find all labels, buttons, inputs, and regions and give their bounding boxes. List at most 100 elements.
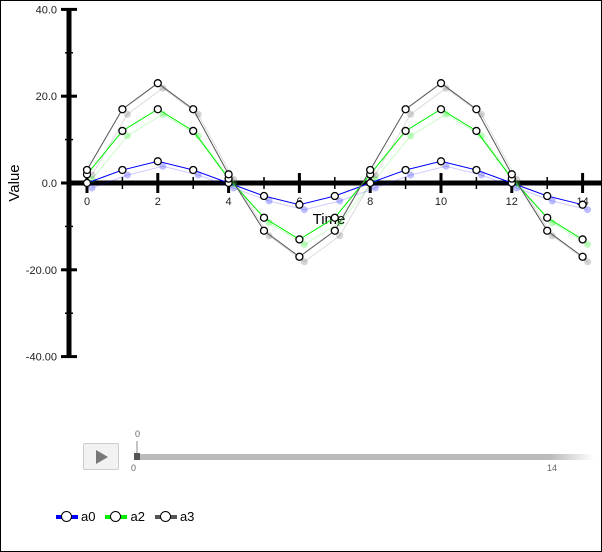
trail-point	[265, 219, 273, 227]
trail-point	[265, 232, 273, 240]
slider-min-label: 0	[131, 463, 137, 473]
data-point-a3	[472, 105, 481, 114]
trail-point	[159, 110, 167, 118]
data-point-a3	[189, 105, 198, 114]
legend-item-a2[interactable]: a2	[105, 509, 145, 524]
data-point-a0	[189, 165, 198, 175]
slider-max-label: 14	[547, 463, 558, 473]
trail-point	[336, 232, 344, 240]
data-point-a2	[472, 126, 481, 136]
legend-swatch-icon	[154, 510, 177, 523]
data-point-a0	[259, 191, 269, 201]
legend-item-a3[interactable]: a3	[154, 509, 195, 524]
trail-point	[265, 197, 273, 205]
trail-point	[584, 206, 592, 214]
trail-point	[88, 184, 96, 192]
trail-point	[194, 132, 202, 140]
x-tick-label: 12	[506, 196, 518, 208]
trail-point	[300, 206, 308, 214]
data-point-a0	[472, 165, 481, 175]
data-point-a0	[366, 178, 375, 188]
trail-point	[407, 132, 415, 140]
x-tick-label: 2	[155, 196, 161, 208]
data-point-a0	[330, 191, 339, 201]
trail-point	[407, 171, 415, 179]
x-tick-label: 0	[84, 196, 90, 208]
y-tick-label: 40.0	[36, 4, 57, 16]
y-axis-label: Value	[6, 164, 23, 201]
data-point-a0	[118, 165, 127, 175]
trail-point	[159, 162, 167, 170]
data-point-a3	[259, 226, 269, 235]
data-point-a3	[543, 226, 552, 235]
time-slider-track[interactable]	[134, 454, 594, 460]
data-point-a2	[118, 126, 127, 136]
trail-point	[336, 197, 344, 205]
data-point-a0	[543, 191, 552, 201]
data-point-a0	[401, 165, 410, 175]
data-point-a3	[224, 170, 233, 179]
trail-point	[442, 84, 450, 92]
data-point-a0	[436, 157, 446, 166]
time-slider-thumb[interactable]	[134, 453, 140, 460]
trail-point	[548, 232, 556, 240]
data-point-a2	[153, 105, 162, 114]
trail-point	[442, 110, 450, 118]
trail-point	[584, 258, 592, 266]
trail-point	[584, 240, 592, 248]
x-tick-label: 10	[435, 196, 447, 208]
data-point-a3	[401, 105, 410, 114]
trail-point	[194, 171, 202, 179]
data-point-a0	[578, 200, 587, 209]
legend: a0 a2 a3	[56, 509, 194, 524]
slider-current-label: 0	[135, 429, 141, 439]
data-point-a3	[578, 252, 587, 261]
data-point-a3	[436, 79, 446, 88]
data-point-a2	[259, 213, 269, 222]
data-point-a3	[330, 226, 339, 235]
legend-label: a2	[130, 509, 145, 524]
play-button[interactable]	[83, 443, 119, 470]
trail-point	[123, 110, 131, 118]
x-tick-label: 4	[226, 196, 232, 208]
trail-point	[371, 184, 379, 192]
data-point-a3	[366, 165, 375, 175]
y-tick-label: 0.0	[42, 178, 57, 190]
trail-point	[123, 171, 131, 179]
trail-point	[477, 171, 485, 179]
data-point-a2	[578, 235, 587, 244]
data-point-a2	[295, 235, 304, 244]
trail-point	[300, 258, 308, 266]
series-trail-a3	[91, 87, 588, 263]
trail-point	[548, 197, 556, 205]
legend-label: a0	[81, 509, 96, 524]
data-point-a0	[153, 157, 162, 166]
trail-point	[300, 240, 308, 248]
series-trail-a0	[91, 165, 588, 211]
legend-swatch-icon	[56, 510, 78, 523]
data-point-a3	[153, 79, 162, 88]
y-tick-label: 20.0	[36, 91, 57, 103]
trail-point	[123, 132, 131, 140]
data-point-a2	[436, 105, 446, 114]
data-point-a3	[295, 252, 304, 261]
data-point-a3	[507, 170, 516, 179]
trail-point	[159, 84, 167, 92]
y-tick-label: -20.00	[26, 265, 57, 277]
legend-swatch-icon	[105, 510, 128, 523]
data-point-a3	[82, 165, 92, 175]
legend-item-a0[interactable]: a0	[56, 509, 95, 524]
data-point-a0	[295, 200, 304, 209]
trail-point	[407, 110, 415, 118]
trail-point	[477, 132, 485, 140]
data-point-a2	[543, 213, 552, 222]
legend-label: a3	[179, 509, 195, 524]
x-tick-label: 8	[367, 196, 373, 208]
data-point-a0	[82, 178, 92, 188]
data-point-a2	[189, 126, 198, 136]
y-tick-label: -40.00	[26, 352, 57, 364]
data-point-a2	[330, 213, 339, 222]
data-point-a3	[118, 105, 127, 114]
